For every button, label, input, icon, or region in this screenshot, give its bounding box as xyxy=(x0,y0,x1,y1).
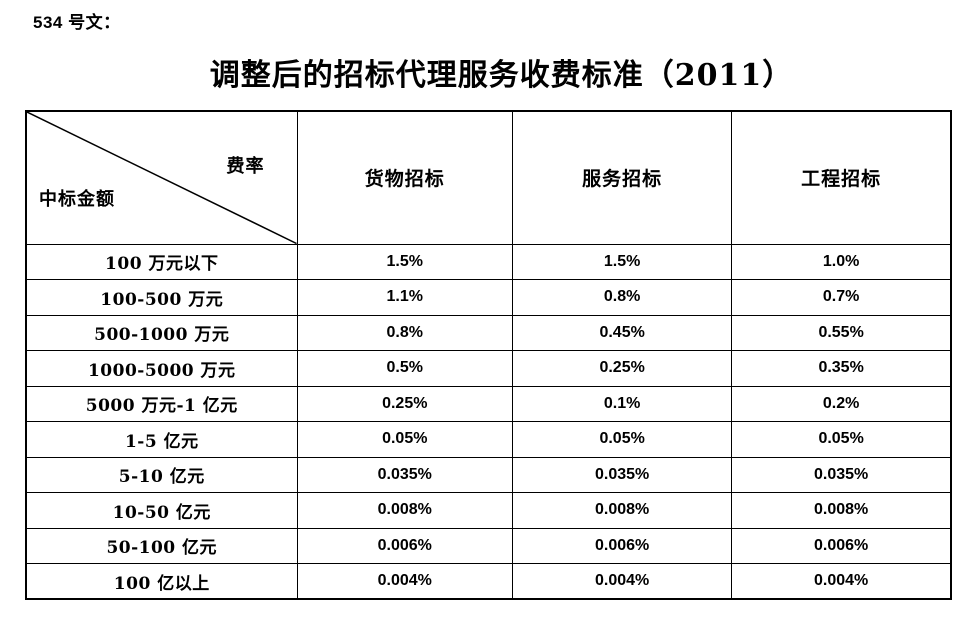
bid-amount-range: 500-1000 万元 xyxy=(25,314,298,351)
bid-amount-range: 1-5 亿元 xyxy=(25,421,298,458)
rate-goods: 0.004% xyxy=(296,563,514,600)
rate-engineering: 0.004% xyxy=(731,563,952,600)
table-row: 100 万元以下 1.5% 1.5% 1.0% xyxy=(25,243,952,280)
rate-goods: 0.035% xyxy=(296,456,514,493)
rate-engineering: 0.05% xyxy=(731,421,952,458)
rate-services: 0.45% xyxy=(512,314,733,351)
corner-label-rate: 费率 xyxy=(226,156,265,177)
table-row: 5000 万元-1 亿元 0.25% 0.1% 0.2% xyxy=(25,385,952,422)
fee-table-header: 费率 中标金额 货物招标 服务招标 工程招标 xyxy=(25,110,952,245)
column-header-services: 服务招标 xyxy=(512,110,733,245)
doc-number: 534 号文： xyxy=(33,13,121,32)
table-row: 500-1000 万元 0.8% 0.45% 0.55% xyxy=(25,314,952,351)
rate-engineering: 0.008% xyxy=(731,492,952,529)
bid-amount-range: 1000-5000 万元 xyxy=(25,350,298,387)
rate-goods: 0.5% xyxy=(296,350,514,387)
bid-amount-range: 10-50 亿元 xyxy=(25,492,298,529)
fee-table-body: 100 万元以下 1.5% 1.5% 1.0% 100-500 万元 1.1% … xyxy=(25,243,952,600)
rate-goods: 0.006% xyxy=(296,527,514,564)
page-title: 调整后的招标代理服务收费标准（2011） xyxy=(209,58,794,93)
table-row: 1000-5000 万元 0.5% 0.25% 0.35% xyxy=(25,350,952,387)
rate-goods: 0.008% xyxy=(296,492,514,529)
rate-goods: 1.1% xyxy=(296,279,514,316)
rate-engineering: 1.0% xyxy=(731,243,952,280)
rate-engineering: 0.55% xyxy=(731,314,952,351)
rate-engineering: 0.35% xyxy=(731,350,952,387)
rate-services: 0.25% xyxy=(512,350,733,387)
bid-amount-range: 100 万元以下 xyxy=(25,243,298,280)
header-row: 费率 中标金额 货物招标 服务招标 工程招标 xyxy=(25,110,952,245)
table-row: 100-500 万元 1.1% 0.8% 0.7% xyxy=(25,279,952,316)
column-header-engineering: 工程招标 xyxy=(731,110,952,245)
fee-rate-table: 费率 中标金额 货物招标 服务招标 工程招标 100 万元以下 1.5% 1.5… xyxy=(25,110,952,600)
bid-amount-range: 50-100 亿元 xyxy=(25,527,298,564)
bid-amount-range: 100-500 万元 xyxy=(25,279,298,316)
table-row: 50-100 亿元 0.006% 0.006% 0.006% xyxy=(25,527,952,564)
corner-label-amount: 中标金额 xyxy=(39,189,115,210)
rate-services: 0.8% xyxy=(512,279,733,316)
rate-goods: 0.25% xyxy=(296,385,514,422)
bid-amount-range: 100 亿以上 xyxy=(25,563,298,600)
rate-services: 1.5% xyxy=(512,243,733,280)
rate-services: 0.05% xyxy=(512,421,733,458)
table-row: 1-5 亿元 0.05% 0.05% 0.05% xyxy=(25,421,952,458)
bid-amount-range: 5-10 亿元 xyxy=(25,456,298,493)
rate-engineering: 0.7% xyxy=(731,279,952,316)
table-row: 5-10 亿元 0.035% 0.035% 0.035% xyxy=(25,456,952,493)
rate-services: 0.1% xyxy=(512,385,733,422)
rate-goods: 0.8% xyxy=(296,314,514,351)
rate-engineering: 0.006% xyxy=(731,527,952,564)
rate-engineering: 0.2% xyxy=(731,385,952,422)
diagonal-divider-line xyxy=(27,112,297,244)
rate-services: 0.008% xyxy=(512,492,733,529)
rate-services: 0.006% xyxy=(512,527,733,564)
diagonal-corner-cell: 费率 中标金额 xyxy=(25,110,298,245)
table-row: 100 亿以上 0.004% 0.004% 0.004% xyxy=(25,563,952,600)
rate-goods: 0.05% xyxy=(296,421,514,458)
rate-services: 0.004% xyxy=(512,563,733,600)
table-row: 10-50 亿元 0.008% 0.008% 0.008% xyxy=(25,492,952,529)
column-header-goods: 货物招标 xyxy=(296,110,514,245)
rate-engineering: 0.035% xyxy=(731,456,952,493)
bid-amount-range: 5000 万元-1 亿元 xyxy=(25,385,298,422)
rate-services: 0.035% xyxy=(512,456,733,493)
rate-goods: 1.5% xyxy=(296,243,514,280)
